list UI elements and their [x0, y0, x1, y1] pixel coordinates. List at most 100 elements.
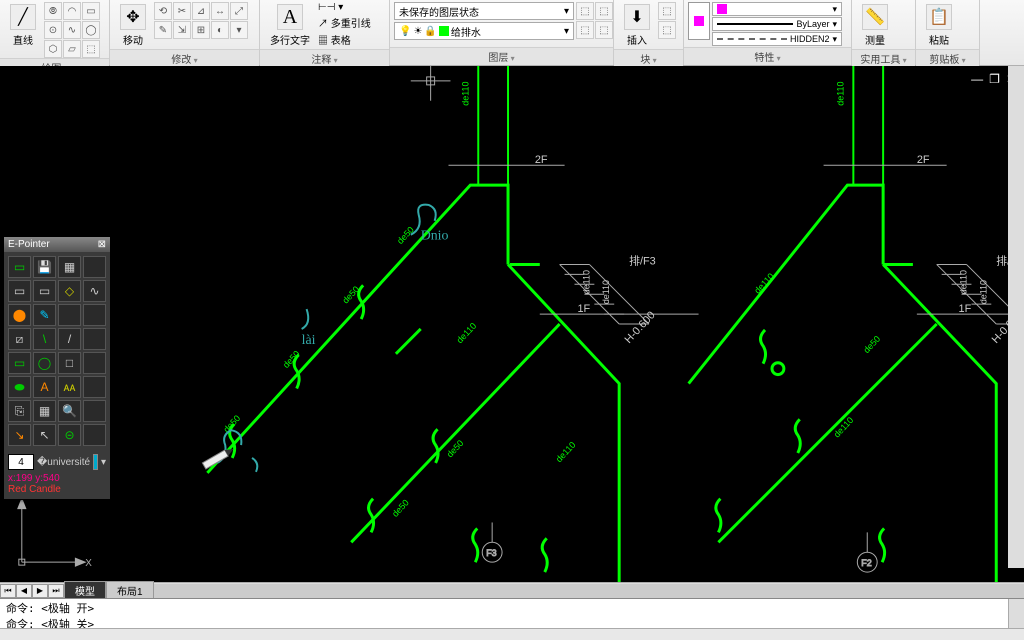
epointer-tool-icon[interactable]	[83, 400, 106, 422]
svg-text:de110: de110	[581, 270, 591, 294]
leader-button[interactable]: ↗ 多重引线	[318, 15, 371, 30]
measure-label: 测量	[865, 32, 885, 47]
epointer-tool-icon[interactable]	[83, 256, 106, 278]
modify-tool-icon[interactable]: ⊿	[192, 2, 210, 20]
epointer-tool-icon[interactable]	[83, 328, 106, 350]
modify-tool-icon[interactable]: ⊞	[192, 21, 210, 39]
restore-icon[interactable]: ❐	[989, 72, 1000, 86]
modify-tool-icon[interactable]: ◐	[211, 21, 229, 39]
draw-tool-icon[interactable]: ∿	[63, 21, 81, 39]
epointer-tool-icon[interactable]: ▭	[8, 256, 31, 278]
epointer-tool-icon[interactable]	[83, 376, 106, 398]
layer-tool-icon[interactable]: ⬚	[595, 2, 613, 20]
mtext-button[interactable]: A多行文字	[264, 2, 316, 49]
modify-tool-icon[interactable]: ✎	[154, 21, 172, 39]
draw-tool-icon[interactable]: ⊙	[44, 21, 62, 39]
draw-tool-icon[interactable]: ◠	[63, 2, 81, 20]
epointer-tool-icon[interactable]: A	[33, 376, 56, 398]
epointer-tool-icon[interactable]: ⬤	[8, 304, 31, 326]
modify-tool-icon[interactable]: ▾	[230, 21, 248, 39]
modify-tool-icon[interactable]: ↔	[211, 2, 229, 20]
draw-tool-icon[interactable]: ⦾	[44, 2, 62, 20]
dimension-button[interactable]: ⊢⊣ ▾	[318, 2, 371, 13]
command-line-area[interactable]: 命令: <极轴 开> 命令: <极轴 关>	[0, 598, 1024, 628]
draw-tool-icon[interactable]: ▭	[82, 2, 100, 20]
line-button[interactable]: ╱直线	[4, 2, 42, 49]
ucs-icon	[18, 499, 85, 566]
group-label-annot[interactable]: 注释	[260, 49, 389, 67]
draw-tool-icon[interactable]: ⬡	[44, 40, 62, 58]
props-big-icon[interactable]	[688, 2, 710, 40]
tab-first-icon[interactable]: ⏮	[0, 584, 16, 598]
group-label-props[interactable]: 特性	[684, 47, 851, 65]
epointer-tool-icon[interactable]: ↖	[33, 424, 56, 446]
epointer-tool-icon[interactable]: ⎘	[8, 400, 31, 422]
table-button[interactable]: ▦ 表格	[318, 32, 371, 47]
draw-tool-icon[interactable]: ▱	[63, 40, 81, 58]
tab-next-icon[interactable]: ▶	[32, 584, 48, 598]
epointer-tool-icon[interactable]: ✎	[33, 304, 56, 326]
command-scrollbar[interactable]	[1008, 599, 1024, 628]
epointer-tool-icon[interactable]: ◯	[33, 352, 56, 374]
modify-tool-icon[interactable]: ⇲	[173, 21, 191, 39]
layer-tool-icon[interactable]: ⬚	[595, 21, 613, 39]
epointer-tool-icon[interactable]: ▦	[58, 256, 81, 278]
epointer-tool-icon[interactable]: ▭	[8, 280, 31, 302]
epointer-tool-icon[interactable]: □	[58, 352, 81, 374]
minimize-icon[interactable]: —	[971, 72, 983, 86]
move-button[interactable]: ✥移动	[114, 2, 152, 49]
tab-last-icon[interactable]: ⏭	[48, 584, 64, 598]
panel-close-icon[interactable]: ⊠	[98, 239, 106, 250]
epointer-tool-icon[interactable]	[83, 304, 106, 326]
modify-tool-icon[interactable]: ⤢	[230, 2, 248, 20]
epointer-tool-icon[interactable]: ᴀᴀ	[58, 376, 81, 398]
group-label-modify[interactable]: 修改	[110, 49, 259, 67]
block-tool-icon[interactable]: ⬚	[658, 21, 676, 39]
layer-state-dropdown[interactable]: 未保存的图层状态▾	[394, 2, 574, 20]
layer-current-dropdown[interactable]: 💡☀🔒 给排水▾	[394, 22, 574, 40]
epointer-size-input[interactable]	[8, 454, 34, 470]
epointer-tool-icon[interactable]: ⊝	[58, 424, 81, 446]
group-label-block[interactable]: 块	[614, 49, 683, 67]
modify-tool-icon[interactable]: ✂	[173, 2, 191, 20]
epointer-tool-icon[interactable]: ↘	[8, 424, 31, 446]
measure-button[interactable]: 📏测量	[856, 2, 894, 49]
drawing-canvas[interactable]: de110 de110 2F 2F	[0, 66, 1024, 582]
epointer-panel[interactable]: E-Pointer ⊠ ▭💾▦▭▭◇∿⬤✎⧄\/▭◯□⬬Aᴀᴀ⎘▦🔍↘↖⊝ �u…	[3, 236, 111, 500]
modify-tool-icon[interactable]: ⟲	[154, 2, 172, 20]
epointer-tool-icon[interactable]: 🔍	[58, 400, 81, 422]
spinner-icon[interactable]: �université	[37, 457, 90, 468]
tabs-hscroll[interactable]	[154, 584, 1024, 598]
group-label-clip[interactable]: 剪贴板	[916, 49, 979, 67]
layer-tool-icon[interactable]: ⬚	[576, 21, 594, 39]
group-label-layer[interactable]: 图层	[390, 47, 613, 65]
paste-button[interactable]: 📋粘贴	[920, 2, 958, 49]
epointer-tool-icon[interactable]: /	[58, 328, 81, 350]
layer-tool-icon[interactable]: ⬚	[576, 2, 594, 20]
epointer-color-swatch[interactable]	[93, 454, 98, 470]
epointer-tool-icon[interactable]	[58, 304, 81, 326]
epointer-tool-icon[interactable]	[83, 352, 106, 374]
block-tool-icon[interactable]: ⬚	[658, 2, 676, 20]
dropdown-icon[interactable]: ▾	[101, 457, 106, 468]
draw-tool-icon[interactable]: ⬚	[82, 40, 100, 58]
group-label-util[interactable]: 实用工具	[852, 49, 915, 67]
epointer-tool-icon[interactable]: ◇	[58, 280, 81, 302]
epointer-tool-icon[interactable]: ▭	[8, 352, 31, 374]
color-dropdown[interactable]: ▾	[712, 2, 842, 16]
vertical-scrollbar[interactable]	[1008, 66, 1024, 568]
epointer-tool-icon[interactable]	[83, 424, 106, 446]
epointer-tool-icon[interactable]: ▦	[33, 400, 56, 422]
epointer-tool-icon[interactable]: ⬬	[8, 376, 31, 398]
epointer-tool-icon[interactable]: ▭	[33, 280, 56, 302]
epointer-titlebar[interactable]: E-Pointer ⊠	[4, 237, 110, 252]
lineweight-dropdown[interactable]: ByLayer▾	[712, 17, 842, 31]
linetype-dropdown[interactable]: HIDDEN2▾	[712, 32, 842, 46]
epointer-tool-icon[interactable]: \	[33, 328, 56, 350]
tab-prev-icon[interactable]: ◀	[16, 584, 32, 598]
insert-button[interactable]: ⬇插入	[618, 2, 656, 49]
epointer-tool-icon[interactable]: 💾	[33, 256, 56, 278]
epointer-tool-icon[interactable]: ∿	[83, 280, 106, 302]
epointer-tool-icon[interactable]: ⧄	[8, 328, 31, 350]
draw-tool-icon[interactable]: ◯	[82, 21, 100, 39]
